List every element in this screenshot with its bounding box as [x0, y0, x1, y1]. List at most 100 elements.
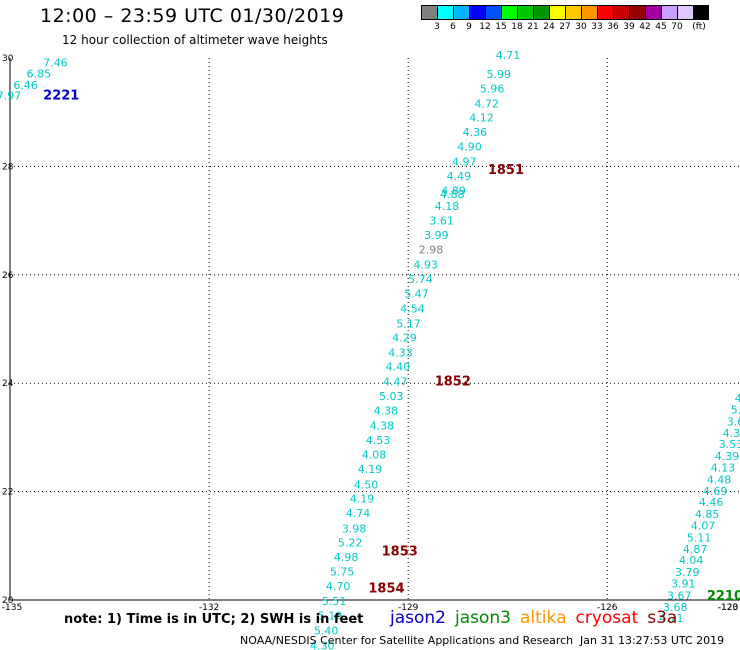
legend-swatch — [485, 5, 501, 20]
swh-value: 4.49 — [447, 170, 472, 183]
satellite-key: jason2 jason3 altika cryosat s3a — [390, 608, 686, 628]
swh-value: 3.67 — [667, 589, 692, 602]
swh-value: 4.53 — [366, 434, 391, 447]
pass-time-label: 1854 — [368, 581, 404, 596]
legend-swatch — [549, 5, 565, 20]
legend-label: 36 — [607, 22, 619, 32]
swh-value: 3.91 — [671, 578, 696, 591]
legend-swatch — [469, 5, 485, 20]
legend-swatch — [533, 5, 549, 20]
swh-value: 4.33 — [388, 347, 413, 360]
lat-tick-label: 28 — [2, 162, 14, 172]
legend-label: 12 — [479, 22, 491, 32]
swh-value: 3.60 — [727, 415, 740, 428]
swh-value: 4.07 — [691, 520, 716, 533]
legend-label: 18 — [511, 22, 523, 32]
legend-label: 3 — [434, 22, 440, 32]
swh-value: 5.03 — [379, 390, 404, 403]
swh-value: 4.19 — [350, 492, 375, 505]
swh-value: 4.54 — [400, 303, 425, 316]
swh-value: 5.22 — [338, 536, 363, 549]
lat-tick-label: 30 — [2, 54, 14, 64]
swh-value: 4.12 — [469, 111, 494, 124]
swh-value: 4.47 — [383, 375, 408, 388]
swh-value: 6.46 — [13, 79, 38, 92]
legend-swatches — [421, 5, 709, 20]
legend-swatch — [437, 5, 453, 20]
lon-tick-label: -123 — [718, 603, 738, 613]
map-subtitle: 12 hour collection of altimeter wave hei… — [62, 33, 328, 47]
swh-value: 4.74 — [346, 507, 371, 520]
swh-value: 4.19 — [358, 463, 383, 476]
swh-value: 5.74 — [408, 273, 433, 286]
swh-value: 5.51 — [322, 595, 347, 608]
swh-value: 4.95 — [735, 392, 740, 405]
lat-tick-label: 26 — [2, 271, 14, 281]
legend-label: 33 — [591, 22, 603, 32]
legend-swatch — [565, 5, 581, 20]
legend-swatch — [453, 5, 469, 20]
satellite-altika: altika — [520, 608, 567, 628]
pass-time-label: 2221 — [43, 89, 79, 104]
swh-value: 4.50 — [354, 478, 379, 491]
legend-label: 42 — [639, 22, 651, 32]
swh-value: 5.40 — [314, 625, 339, 638]
legend-label: 27 — [559, 22, 571, 32]
swh-value: 4.30 — [310, 639, 335, 650]
swh-value: 4.93 — [413, 258, 438, 271]
satellite-cryosat: cryosat — [575, 608, 639, 628]
pass-time-label: 1852 — [435, 374, 471, 389]
pass-time-label: 1853 — [382, 545, 418, 560]
legend-label: 39 — [623, 22, 635, 32]
legend-label: 9 — [466, 22, 472, 32]
legend-label: 21 — [527, 22, 539, 32]
footer-timestamp: Jan 31 13:27:53 UTC 2019 — [580, 634, 725, 647]
lon-tick-label: -129 — [398, 603, 419, 613]
swh-value: 2.98 — [419, 244, 444, 257]
swh-value: 5.96 — [480, 83, 505, 96]
color-legend: 3 6 9 12 15 18 21 24 27 30 33 36 39 42 45 70 (ft) — [421, 5, 709, 34]
swh-value: 4.72 — [475, 97, 500, 110]
swh-value: 3.53 — [719, 438, 740, 451]
swh-value: 4.70 — [326, 580, 351, 593]
lat-tick-label: 20 — [2, 596, 14, 606]
swh-value: 4.98 — [334, 551, 359, 564]
legend-swatch — [581, 5, 597, 20]
map-grid — [9, 58, 740, 601]
lat-tick-label: 22 — [2, 488, 13, 498]
swh-value: 4.97 — [452, 155, 477, 168]
swh-value: 4.89 — [441, 185, 466, 198]
swh-value: 4.38 — [370, 419, 395, 432]
satellite-jason3: jason3 — [455, 608, 511, 628]
swh-value: 4.29 — [392, 331, 417, 344]
swh-value: 4.04 — [679, 554, 704, 567]
swh-value: 4.48 — [707, 473, 732, 486]
legend-swatch — [517, 5, 533, 20]
legend-swatch — [613, 5, 629, 20]
swh-value: 5.17 — [396, 317, 421, 330]
legend-label: 6 — [450, 22, 456, 32]
swh-value: 3.79 — [675, 566, 700, 579]
lon-tick-label: -135 — [2, 603, 22, 613]
legend-labels: 3 6 9 12 15 18 21 24 27 30 33 36 39 42 45 70 (ft) — [421, 20, 709, 34]
legend-label: 30 — [575, 22, 587, 32]
swh-value: 4.18 — [435, 200, 460, 213]
legend-swatch — [661, 5, 677, 20]
lon-tick-label: -120 — [718, 603, 739, 613]
swh-value: 5.11 — [687, 531, 712, 544]
swh-value: 6.85 — [27, 68, 52, 81]
swh-value: 7.46 — [43, 57, 68, 70]
swh-value: 5.15 — [731, 404, 740, 417]
swh-value: 4.40 — [386, 361, 411, 374]
satellite-jason2: jason2 — [390, 608, 446, 628]
swh-value: 4.38 — [374, 405, 399, 418]
legend-swatch — [501, 5, 517, 20]
legend-label: 24 — [543, 22, 555, 32]
lat-tick-label: 24 — [2, 379, 14, 389]
swh-value: 4.87 — [683, 543, 708, 556]
pass-time-labels: 222118511852185318542212210 — [43, 89, 740, 604]
legend-swatch — [693, 5, 709, 20]
swh-value: 4.36 — [463, 126, 488, 139]
legend-label: 70 — [671, 22, 683, 32]
footer-note: note: 1) Time is in UTC; 2) SWH is in fe… — [64, 612, 364, 627]
